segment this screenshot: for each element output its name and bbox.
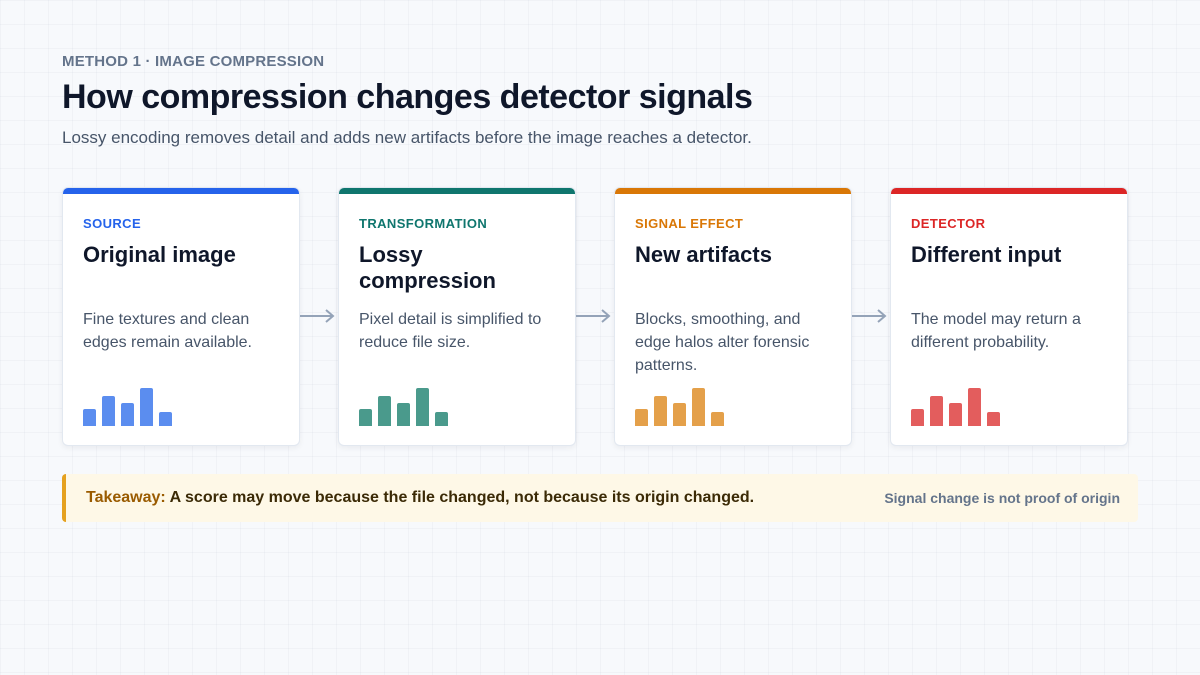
card-description: Blocks, smoothing, and edge halos alter … [635, 311, 810, 374]
card-accent-bar [63, 188, 299, 194]
card-signal-effect: SIGNAL EFFECT New artifacts Blocks, smoo… [614, 187, 852, 446]
signal-bar [140, 388, 153, 426]
takeaway-callout: Takeaway: A score may move because the f… [62, 474, 1138, 522]
card-label: SOURCE [83, 216, 142, 231]
card-description: Fine textures and clean edges remain ava… [83, 311, 252, 351]
signal-bars [911, 386, 1011, 426]
signal-bar [692, 388, 705, 426]
signal-bar [378, 396, 391, 426]
signal-bar [397, 403, 410, 426]
takeaway-message: Takeaway: A score may move because the f… [86, 489, 754, 507]
card-accent-bar [615, 188, 851, 194]
card-heading: Different input [911, 242, 1062, 267]
signal-bar [159, 412, 172, 426]
takeaway-note: Signal change is not proof of origin [884, 490, 1120, 506]
arrow-right-icon [852, 309, 887, 323]
signal-bar [435, 412, 448, 426]
card-label: TRANSFORMATION [359, 216, 488, 231]
card-label: DETECTOR [911, 216, 986, 231]
card-heading: Original image [83, 242, 236, 267]
card-accent-bar [891, 188, 1127, 194]
arrow-right-icon [576, 309, 611, 323]
signal-bars [359, 386, 459, 426]
eyebrow-label: METHOD 1 · IMAGE COMPRESSION [62, 53, 325, 70]
card-description: Pixel detail is simplified to reduce fil… [359, 311, 542, 351]
page-title: How compression changes detector signals [62, 78, 753, 116]
signal-bar [711, 412, 724, 426]
card-heading: New artifacts [635, 242, 772, 267]
signal-bar [987, 412, 1000, 426]
card-detector: DETECTOR Different input The model may r… [890, 187, 1128, 446]
card-transformation: TRANSFORMATION Lossy compression Pixel d… [338, 187, 576, 446]
takeaway-text: A score may move because the file change… [169, 489, 755, 506]
signal-bar [359, 409, 372, 426]
arrow-right-icon [300, 309, 335, 323]
signal-bar [654, 396, 667, 426]
signal-bar [911, 409, 924, 426]
card-source: SOURCE Original image Fine textures and … [62, 187, 300, 446]
card-heading: Lossy compression [359, 242, 496, 293]
signal-bar [83, 409, 96, 426]
takeaway-lead: Takeaway: [86, 489, 166, 506]
page-subtitle: Lossy encoding removes detail and adds n… [62, 128, 752, 147]
card-label: SIGNAL EFFECT [635, 216, 744, 231]
signal-bar [102, 396, 115, 426]
signal-bars [635, 386, 735, 426]
card-description: The model may return a different probabi… [911, 311, 1081, 351]
signal-bar [673, 403, 686, 426]
signal-bar [968, 388, 981, 426]
signal-bars [83, 386, 183, 426]
signal-bar [949, 403, 962, 426]
signal-bar [930, 396, 943, 426]
signal-bar [416, 388, 429, 426]
signal-bar [635, 409, 648, 426]
card-accent-bar [339, 188, 575, 194]
signal-bar [121, 403, 134, 426]
